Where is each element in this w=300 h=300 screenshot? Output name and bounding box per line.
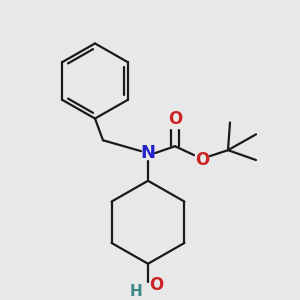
Text: O: O xyxy=(149,277,163,295)
Text: N: N xyxy=(140,144,155,162)
Text: H: H xyxy=(130,284,142,299)
Text: O: O xyxy=(168,110,182,128)
Text: O: O xyxy=(195,151,209,169)
